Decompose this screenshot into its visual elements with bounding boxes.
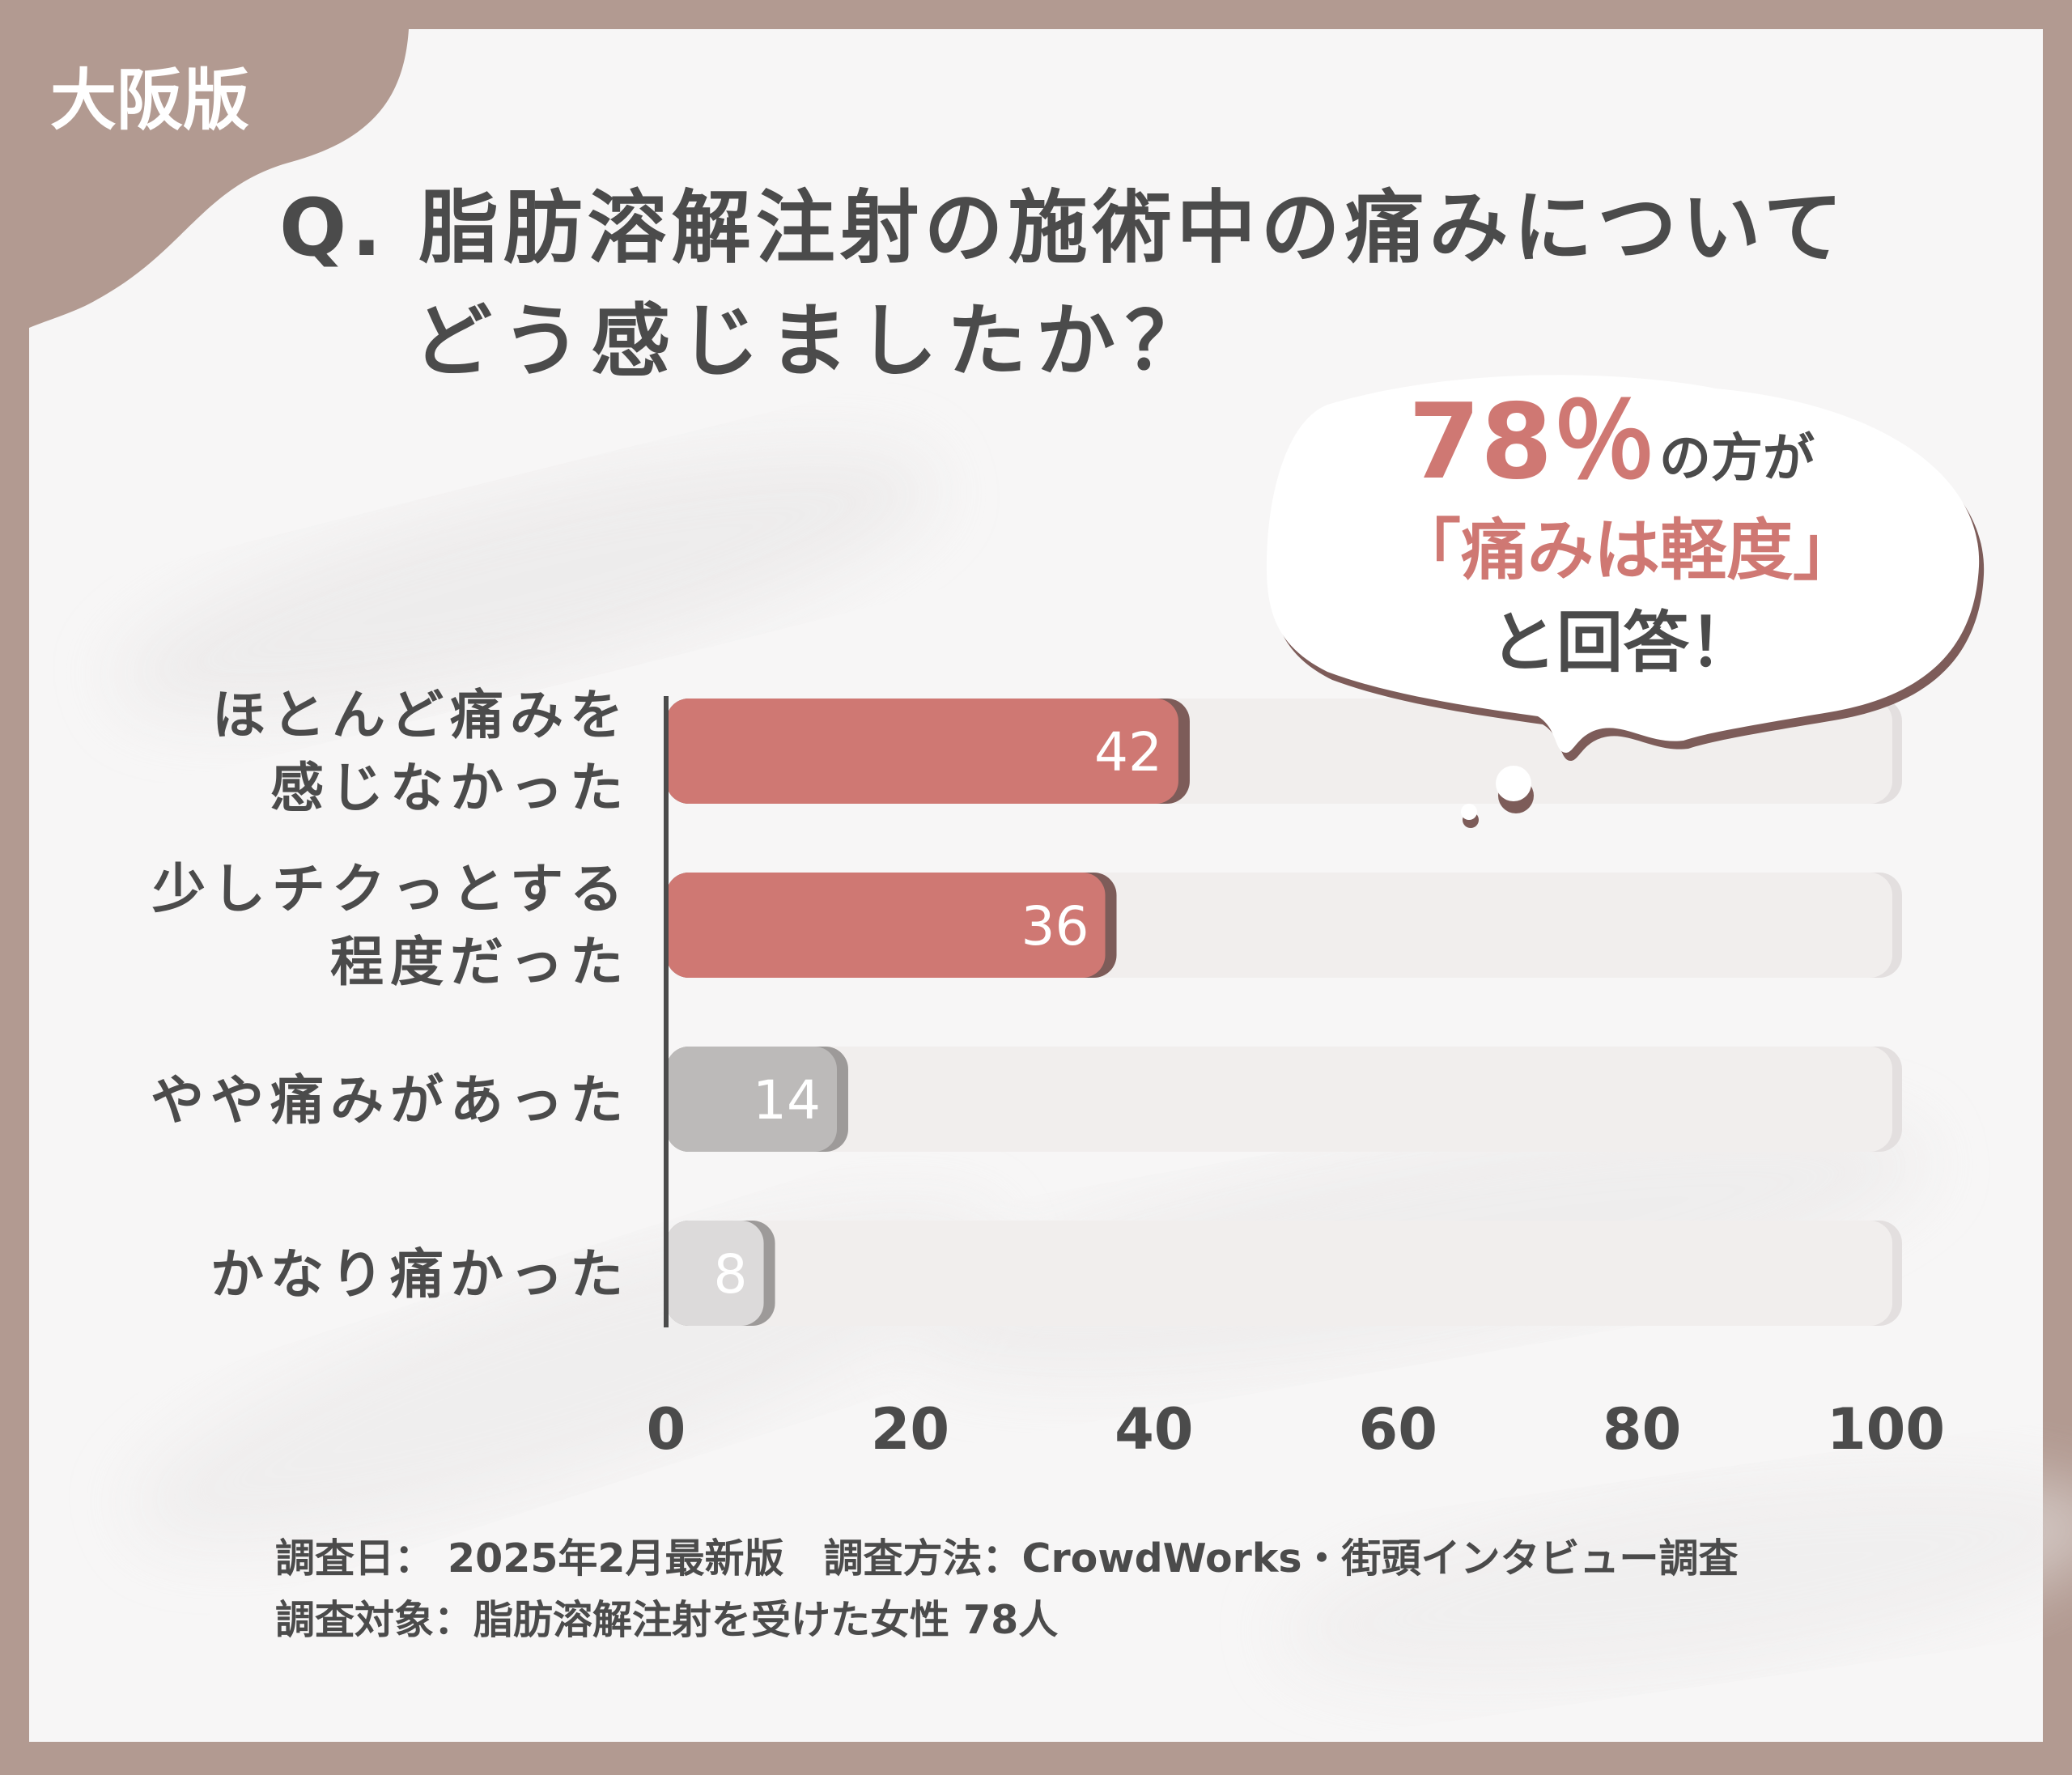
callout-dot-small	[1461, 804, 1477, 820]
x-tick-label: 20	[871, 1396, 949, 1463]
category-label: かなり痛かった	[210, 1243, 630, 1306]
category-labels: ほとんど痛みを感じなかった少しチクっとする程度だったやや痛みがあったかなり痛かっ…	[151, 684, 630, 1306]
category-label: 感じなかった	[270, 757, 630, 819]
bar	[666, 699, 1178, 804]
question-line-2: どう感じましたか？	[413, 295, 1214, 388]
region-badge	[29, 29, 409, 328]
callout-bubble-body	[1267, 375, 1980, 753]
bar-value-label: 42	[1094, 721, 1162, 783]
category-label: やや痛みがあった	[151, 1069, 630, 1132]
x-tick-label: 40	[1115, 1396, 1193, 1463]
x-tick-label: 80	[1603, 1396, 1681, 1463]
callout-percent: 78％	[1408, 382, 1656, 503]
callout-bubble: 78％ の方が 「痛みは軽度」 と回答！	[1267, 375, 1980, 828]
question-line-1: Q. 脂肪溶解注射の施術中の痛みについて	[279, 182, 1848, 274]
bar	[666, 1221, 764, 1326]
callout-highlight: 「痛みは軽度」	[1395, 512, 1859, 589]
category-label: 少しチクっとする	[152, 858, 630, 920]
footer-survey-info: 調査日： 2025年2月最新版 調査方法：CrowdWorks・街頭インタビュー…	[275, 1535, 1739, 1582]
callout-percent-suffix: の方が	[1659, 429, 1815, 489]
x-tick-label: 100	[1827, 1396, 1945, 1463]
category-label: ほとんど痛みを	[212, 684, 630, 746]
callout-dot-large	[1496, 766, 1531, 801]
bars: 42 36 14 8	[666, 699, 1190, 1326]
region-badge-label: 大阪版	[50, 62, 249, 139]
x-axis-ticks: 0 20 40 60 80 100	[647, 1396, 1945, 1463]
callout-tail: と回答！	[1490, 605, 1756, 682]
bar-value-label: 8	[714, 1243, 748, 1306]
bar	[666, 1047, 837, 1152]
bar-track	[666, 1047, 1892, 1152]
bar-track	[666, 1221, 1892, 1326]
bar	[666, 873, 1106, 978]
bar-value-label: 14	[753, 1069, 821, 1132]
bar-value-label: 36	[1021, 895, 1089, 958]
footer-survey-target: 調査対象：脂肪溶解注射を受けた女性 78人	[275, 1597, 1058, 1643]
x-tick-label: 0	[647, 1396, 686, 1463]
category-label: 程度だった	[330, 931, 630, 993]
x-tick-label: 60	[1358, 1396, 1437, 1463]
